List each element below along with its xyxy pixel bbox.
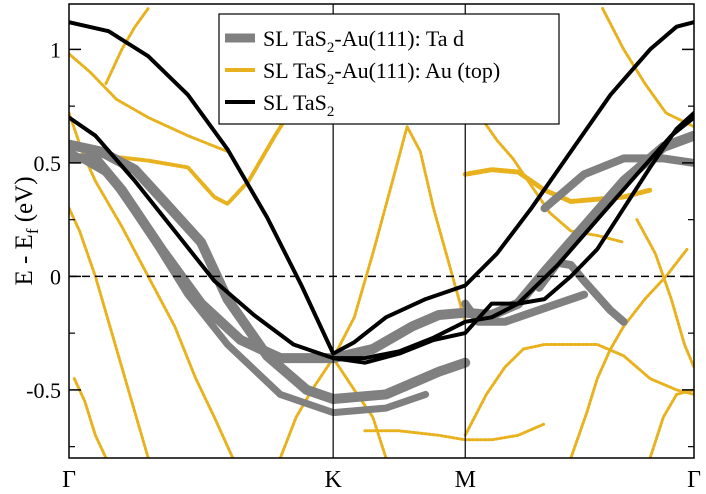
legend-label-sub: 2 [327, 72, 335, 88]
x-tick-label: K [324, 467, 342, 493]
plot-area [69, 7, 694, 458]
y-axis-label: E - Ef (eV) [11, 176, 42, 285]
band-line-25 [648, 388, 694, 458]
legend-label: SL TaS2-Au(111): Au (top) [263, 58, 500, 88]
x-tick-label: M [455, 467, 476, 493]
band-line-14 [69, 206, 150, 458]
y-tick-label: -0.5 [26, 378, 61, 403]
y-axis-label-main: E - E [11, 234, 38, 285]
band-line-2 [69, 115, 694, 361]
band-line-22 [463, 343, 694, 437]
band-line-20 [463, 66, 626, 244]
y-tick-label: 1 [50, 37, 61, 62]
band-line-26 [635, 218, 694, 369]
legend-label-post: -Au(111): Au (top) [334, 58, 500, 83]
legend-label-sub: 2 [327, 104, 335, 120]
band-line-9 [540, 154, 694, 213]
y-axis-ticks: -0.5 0 0.5 1 [26, 37, 694, 448]
legend-label-post: -Au(111): Ta d [334, 26, 464, 51]
legend-entry-ta-d: SL TaS2-Au(111): Ta d [225, 26, 464, 56]
legend-entry-au-top: SL TaS2-Au(111): Au (top) [225, 58, 500, 88]
band-line-23 [569, 247, 689, 458]
band-line-5 [69, 139, 471, 404]
legend: SL TaS2-Au(111): Ta d SL TaS2-Au(111): A… [218, 13, 560, 125]
y-axis-label-sub: f [23, 228, 42, 234]
legend-label-pre: SL TaS [263, 58, 327, 83]
legend-label-sub: 2 [327, 40, 335, 56]
band-line-11 [69, 52, 229, 153]
legend-label-pre: SL TaS [263, 90, 327, 115]
y-axis-label-unit: (eV) [11, 176, 38, 228]
legend-label: SL TaS2 [263, 90, 334, 120]
y-tick-label: 0.5 [34, 151, 62, 176]
x-tick-label: Γ [62, 467, 76, 493]
legend-entry-sl-tas2: SL TaS2 [225, 90, 334, 120]
band-line-6 [69, 148, 430, 417]
band-line-19 [363, 422, 546, 442]
band-line-3 [331, 111, 694, 365]
band-line-1 [69, 20, 694, 356]
band-line-17 [331, 356, 388, 458]
legend-box [218, 13, 560, 125]
x-tick-label: Γ [687, 467, 701, 493]
band-line-16 [331, 125, 467, 360]
band-line-15 [104, 7, 150, 85]
legend-label-pre: SL TaS [263, 26, 327, 51]
plot-frame [68, 3, 695, 459]
band-line-24 [601, 7, 694, 129]
y-tick-label: 0 [50, 264, 61, 289]
legend-label: SL TaS2-Au(111): Ta d [263, 26, 464, 56]
